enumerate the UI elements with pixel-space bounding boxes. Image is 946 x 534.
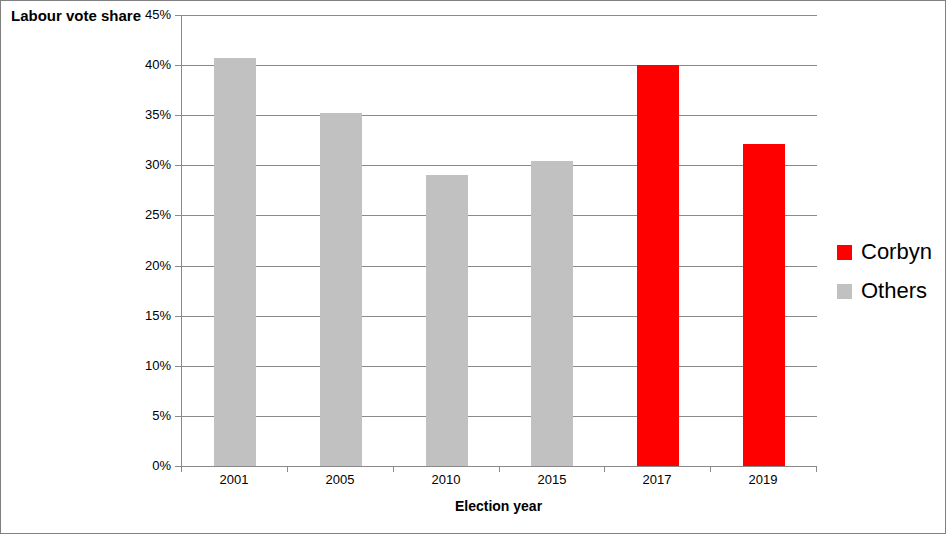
legend-item-others: Others bbox=[837, 278, 932, 304]
y-axis-tick-label: 40% bbox=[119, 57, 171, 73]
y-axis-tick-label: 35% bbox=[119, 107, 171, 123]
bar-2017 bbox=[637, 65, 679, 466]
x-axis-tick bbox=[499, 467, 500, 472]
gridline bbox=[182, 215, 817, 216]
x-axis-tick bbox=[816, 467, 817, 472]
gridline bbox=[182, 416, 817, 417]
y-axis-tick-label: 20% bbox=[119, 258, 171, 274]
y-axis-tick bbox=[175, 416, 181, 417]
y-axis-tick bbox=[175, 115, 181, 116]
gridline bbox=[182, 266, 817, 267]
gridline bbox=[182, 165, 817, 166]
y-axis-tick-label: 10% bbox=[119, 358, 171, 374]
y-axis-tick bbox=[175, 215, 181, 216]
y-axis-tick bbox=[175, 15, 181, 16]
x-axis-tick-label: 2015 bbox=[499, 472, 605, 487]
y-axis-tick-label: 0% bbox=[119, 458, 171, 474]
y-axis-tick bbox=[175, 65, 181, 66]
x-axis-tick bbox=[181, 467, 182, 472]
x-axis-title: Election year bbox=[181, 498, 816, 514]
chart-container: Labour vote share 0%5%10%15%20%25%30%35%… bbox=[0, 0, 946, 534]
plot-area bbox=[181, 15, 817, 467]
legend-swatch-icon bbox=[837, 245, 852, 260]
x-axis-tick-label: 2019 bbox=[710, 472, 816, 487]
bar-2015 bbox=[531, 161, 573, 466]
x-axis-tick-label: 2005 bbox=[287, 472, 393, 487]
x-axis-tick-label: 2010 bbox=[393, 472, 499, 487]
bar-2005 bbox=[320, 113, 362, 466]
y-axis-tick-label: 30% bbox=[119, 157, 171, 173]
y-axis-tick-label: 45% bbox=[119, 7, 171, 23]
legend-swatch-icon bbox=[837, 284, 852, 299]
y-axis-tick-label: 5% bbox=[119, 408, 171, 424]
x-axis-tick bbox=[710, 467, 711, 472]
bar-2019 bbox=[743, 144, 785, 466]
legend: Corbyn Others bbox=[837, 239, 932, 317]
gridline bbox=[182, 65, 817, 66]
gridline bbox=[182, 366, 817, 367]
y-axis-tick bbox=[175, 266, 181, 267]
y-axis-tick-label: 15% bbox=[119, 308, 171, 324]
gridline bbox=[182, 316, 817, 317]
x-axis-tick-label: 2017 bbox=[604, 472, 710, 487]
x-axis-tick bbox=[393, 467, 394, 472]
y-axis-tick-label: 25% bbox=[119, 207, 171, 223]
bar-2001 bbox=[214, 58, 256, 466]
gridline bbox=[182, 115, 817, 116]
legend-label: Corbyn bbox=[861, 239, 932, 265]
y-axis-tick bbox=[175, 316, 181, 317]
y-axis-tick bbox=[175, 366, 181, 367]
bar-2010 bbox=[426, 175, 468, 466]
y-axis-tick bbox=[175, 165, 181, 166]
x-axis-tick bbox=[287, 467, 288, 472]
x-axis-tick bbox=[604, 467, 605, 472]
x-axis-tick-label: 2001 bbox=[181, 472, 287, 487]
legend-label: Others bbox=[861, 278, 927, 304]
legend-item-corbyn: Corbyn bbox=[837, 239, 932, 265]
gridline bbox=[182, 15, 817, 16]
